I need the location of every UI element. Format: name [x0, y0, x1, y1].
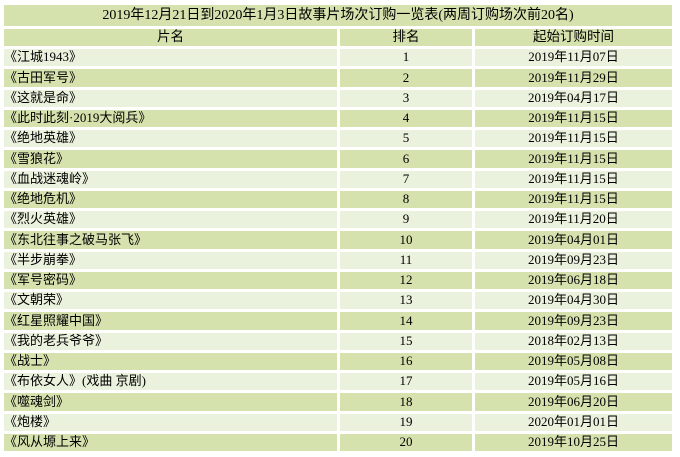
- film-name-cell: 《东北往事之破马张飞》: [1, 228, 340, 252]
- order-start-date-cell: 2019年11月07日: [472, 45, 675, 70]
- table-row: 《红星照耀中国》 14 2019年09月23日: [1, 309, 675, 333]
- film-name-cell: 《炮楼》: [1, 410, 340, 434]
- order-start-date-cell: 2019年11月29日: [472, 66, 675, 90]
- table-row: 《雪狼花》 6 2019年11月15日: [1, 147, 675, 171]
- rank-cell: 9: [337, 207, 475, 232]
- table-row: 《布依女人》(戏曲 京剧) 17 2019年05月16日: [1, 369, 675, 394]
- film-name-cell: 《我的老兵爷爷》: [1, 329, 340, 353]
- table-row: 《江城1943》 1 2019年11月07日: [1, 45, 675, 70]
- rank-cell: 15: [337, 329, 475, 353]
- table-row: 《我的老兵爷爷》 15 2018年02月13日: [1, 329, 675, 353]
- table-row: 《古田军号》 2 2019年11月29日: [1, 66, 675, 90]
- table-row: 《半步崩拳》 11 2019年09月23日: [1, 248, 675, 272]
- column-header-rank: 排名: [337, 26, 475, 49]
- table-header-row: 片名 排名 起始订购时间: [1, 26, 675, 49]
- order-start-date-cell: 2019年09月23日: [472, 248, 675, 272]
- film-name-cell: 《雪狼花》: [1, 147, 340, 171]
- order-start-date-cell: 2019年09月23日: [472, 309, 675, 333]
- table-title-row: 2019年12月21日到2020年1月3日故事片场次订购一览表(两周订购场次前2…: [1, 2, 675, 29]
- film-name-cell: 《绝地英雄》: [1, 126, 340, 151]
- table-row: 《东北往事之破马张飞》 10 2019年04月01日: [1, 228, 675, 252]
- film-name-cell: 《古田军号》: [1, 66, 340, 90]
- order-start-date-cell: 2019年11月15日: [472, 187, 675, 212]
- column-header-order-start-date: 起始订购时间: [472, 26, 675, 49]
- column-header-film-name: 片名: [1, 26, 340, 49]
- order-start-date-cell: 2019年11月15日: [472, 167, 675, 191]
- rank-cell: 7: [337, 167, 475, 191]
- film-name-cell: 《战士》: [1, 349, 340, 374]
- table-head: 2019年12月21日到2020年1月3日故事片场次订购一览表(两周订购场次前2…: [1, 2, 675, 49]
- order-start-date-cell: 2019年11月15日: [472, 147, 675, 171]
- film-name-cell: 《军号密码》: [1, 268, 340, 293]
- film-name-cell: 《噬魂剑》: [1, 390, 340, 414]
- table-row: 《噬魂剑》 18 2019年06月20日: [1, 390, 675, 414]
- rank-cell: 4: [337, 106, 475, 131]
- rank-cell: 3: [337, 86, 475, 110]
- film-name-cell: 《半步崩拳》: [1, 248, 340, 272]
- film-name-cell: 《布依女人》(戏曲 京剧): [1, 369, 340, 394]
- rank-cell: 11: [337, 248, 475, 272]
- table-row: 《绝地英雄》 5 2019年11月15日: [1, 126, 675, 151]
- order-start-date-cell: 2019年06月18日: [472, 268, 675, 293]
- rank-cell: 5: [337, 126, 475, 151]
- rank-cell: 14: [337, 309, 475, 333]
- rank-cell: 19: [337, 410, 475, 434]
- order-start-date-cell: 2019年11月20日: [472, 207, 675, 232]
- rank-cell: 20: [337, 430, 475, 455]
- film-name-cell: 《江城1943》: [1, 45, 340, 70]
- rank-cell: 10: [337, 228, 475, 252]
- film-name-cell: 《血战迷魂岭》: [1, 167, 340, 191]
- rank-cell: 17: [337, 369, 475, 394]
- order-start-date-cell: 2019年10月25日: [472, 430, 675, 455]
- table-row: 《风从塬上来》 20 2019年10月25日: [1, 430, 675, 455]
- order-start-date-cell: 2019年05月16日: [472, 369, 675, 394]
- rank-cell: 12: [337, 268, 475, 293]
- table-row: 《战士》 16 2019年05月08日: [1, 349, 675, 374]
- table-body: 《江城1943》 1 2019年11月07日 《古田军号》 2 2019年11月…: [1, 45, 675, 455]
- order-start-date-cell: 2019年04月30日: [472, 288, 675, 313]
- rank-cell: 13: [337, 288, 475, 313]
- table-row: 《血战迷魂岭》 7 2019年11月15日: [1, 167, 675, 191]
- film-name-cell: 《此时此刻·2019大阅兵》: [1, 106, 340, 131]
- table-row: 《这就是命》 3 2019年04月17日: [1, 86, 675, 110]
- film-name-cell: 《这就是命》: [1, 86, 340, 110]
- table-row: 《此时此刻·2019大阅兵》 4 2019年11月15日: [1, 106, 675, 131]
- rank-cell: 1: [337, 45, 475, 70]
- film-name-cell: 《绝地危机》: [1, 187, 340, 212]
- order-start-date-cell: 2019年05月08日: [472, 349, 675, 374]
- table-row: 《文朝荣》 13 2019年04月30日: [1, 288, 675, 313]
- film-name-cell: 《文朝荣》: [1, 288, 340, 313]
- film-name-cell: 《风从塬上来》: [1, 430, 340, 455]
- table-row: 《军号密码》 12 2019年06月18日: [1, 268, 675, 293]
- table-row: 《炮楼》 19 2020年01月01日: [1, 410, 675, 434]
- order-start-date-cell: 2019年04月17日: [472, 86, 675, 110]
- rank-cell: 8: [337, 187, 475, 212]
- order-start-date-cell: 2018年02月13日: [472, 329, 675, 353]
- order-start-date-cell: 2019年11月15日: [472, 126, 675, 151]
- table-row: 《绝地危机》 8 2019年11月15日: [1, 187, 675, 212]
- rank-cell: 2: [337, 66, 475, 90]
- table-title: 2019年12月21日到2020年1月3日故事片场次订购一览表(两周订购场次前2…: [1, 2, 675, 29]
- order-start-date-cell: 2020年01月01日: [472, 410, 675, 434]
- film-name-cell: 《红星照耀中国》: [1, 309, 340, 333]
- film-name-cell: 《烈火英雄》: [1, 207, 340, 232]
- order-start-date-cell: 2019年06月20日: [472, 390, 675, 414]
- rank-cell: 16: [337, 349, 475, 374]
- rank-cell: 18: [337, 390, 475, 414]
- order-start-date-cell: 2019年04月01日: [472, 228, 675, 252]
- rank-cell: 6: [337, 147, 475, 171]
- table-row: 《烈火英雄》 9 2019年11月20日: [1, 207, 675, 232]
- order-start-date-cell: 2019年11月15日: [472, 106, 675, 131]
